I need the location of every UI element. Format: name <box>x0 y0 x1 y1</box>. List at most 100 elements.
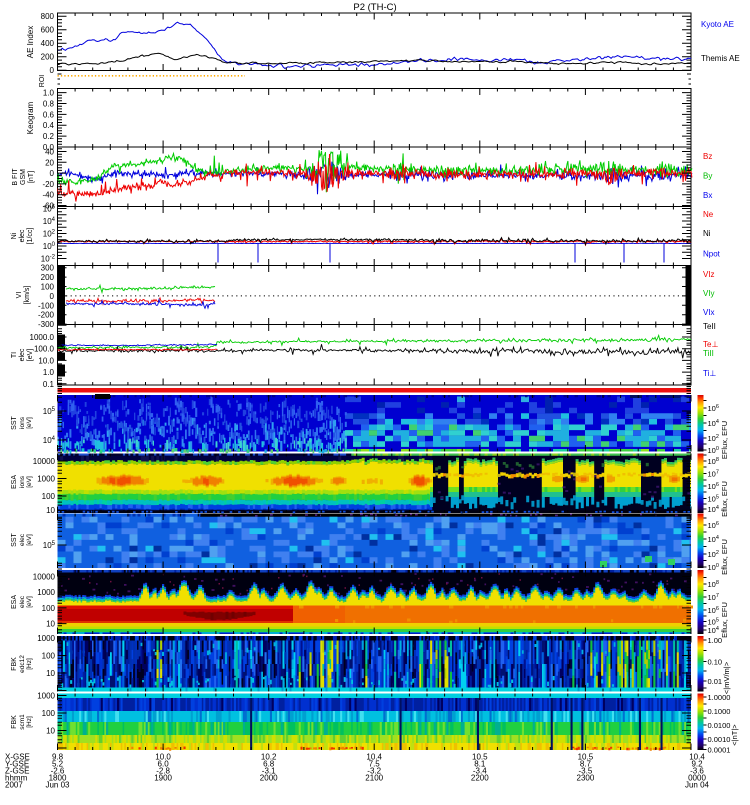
svg-text:Jun 03: Jun 03 <box>45 781 70 790</box>
svg-text:-40: -40 <box>42 191 54 200</box>
svg-text:-3.5: -3.5 <box>579 767 593 776</box>
svg-text:0.1: 0.1 <box>43 380 55 389</box>
svg-text:400: 400 <box>41 39 55 48</box>
svg-text:104: 104 <box>43 217 56 226</box>
svg-text:Kyoto AE: Kyoto AE <box>701 20 734 29</box>
svg-text:Bz: Bz <box>703 152 712 161</box>
svg-text:102: 102 <box>43 230 56 239</box>
svg-text:6.8: 6.8 <box>263 760 275 769</box>
svg-text:-2.6: -2.6 <box>51 767 65 776</box>
svg-text:-3.2: -3.2 <box>367 767 381 776</box>
svg-text:-3.6: -3.6 <box>690 767 704 776</box>
svg-text:-2.8: -2.8 <box>156 767 170 776</box>
svg-text:108: 108 <box>708 580 719 589</box>
svg-text:200: 200 <box>41 53 55 62</box>
svg-text:800: 800 <box>41 12 55 21</box>
svg-text:108: 108 <box>708 457 719 466</box>
svg-text:106: 106 <box>43 205 56 214</box>
svg-text:0: 0 <box>50 66 55 75</box>
svg-text:[eV]: [eV] <box>26 534 33 546</box>
svg-text:[eV]: [eV] <box>26 417 33 429</box>
svg-text:-3.1: -3.1 <box>262 767 276 776</box>
svg-text:<|mV/m|>: <|mV/m|> <box>722 661 731 694</box>
svg-text:VIx: VIx <box>703 308 715 317</box>
svg-text:104: 104 <box>708 419 719 428</box>
svg-text:-100: -100 <box>38 301 55 310</box>
svg-text:ROI: ROI <box>39 75 46 88</box>
svg-text:Keogram: Keogram <box>26 101 35 134</box>
svg-text:Eflux, EFU: Eflux, EFU <box>720 481 729 517</box>
svg-text:10: 10 <box>46 669 55 678</box>
svg-text:100: 100 <box>43 242 56 251</box>
svg-text:Themis AE: Themis AE <box>701 54 740 63</box>
svg-text:TiII: TiII <box>703 349 714 358</box>
svg-text:0: 0 <box>50 169 55 178</box>
svg-text:104: 104 <box>708 505 719 514</box>
svg-text:0.4: 0.4 <box>43 121 55 130</box>
svg-text:10000: 10000 <box>33 457 56 466</box>
svg-text:GSM: GSM <box>20 169 27 185</box>
svg-text:[Hz]: [Hz] <box>26 658 33 670</box>
svg-text:0.0010: 0.0010 <box>708 735 731 744</box>
svg-text:10-2: 10-2 <box>41 255 56 264</box>
svg-text:[eV]: [eV] <box>26 476 33 488</box>
svg-text:105: 105 <box>43 407 56 416</box>
svg-text:elec: elec <box>19 348 26 361</box>
svg-text:0.8: 0.8 <box>43 100 55 109</box>
svg-text:VIz: VIz <box>703 270 715 279</box>
svg-text:[eV]: [eV] <box>26 596 33 608</box>
svg-text:0.10: 0.10 <box>708 658 723 667</box>
svg-text:TI: TI <box>11 352 18 358</box>
svg-text:scm1: scm1 <box>19 714 26 730</box>
svg-text:105: 105 <box>708 618 719 627</box>
svg-text:2200: 2200 <box>471 774 489 783</box>
svg-text:10: 10 <box>46 727 55 736</box>
svg-text:edc12: edc12 <box>19 655 26 673</box>
svg-text:10.5: 10.5 <box>472 753 488 762</box>
svg-text:40: 40 <box>45 148 54 157</box>
svg-text:AE Index: AE Index <box>26 26 35 58</box>
svg-text:10.0: 10.0 <box>38 356 54 365</box>
svg-text:106: 106 <box>708 404 719 413</box>
svg-text:200: 200 <box>41 273 55 282</box>
svg-text:VIy: VIy <box>703 289 715 298</box>
svg-text:-60: -60 <box>42 202 54 211</box>
svg-text:105: 105 <box>708 495 719 504</box>
svg-text:106: 106 <box>708 521 719 530</box>
svg-text:105: 105 <box>43 541 56 550</box>
svg-text:10.4: 10.4 <box>366 753 382 762</box>
svg-text:300: 300 <box>41 264 55 273</box>
svg-text:10: 10 <box>46 506 55 515</box>
svg-text:9.2: 9.2 <box>691 760 703 769</box>
svg-text:100: 100 <box>42 709 56 718</box>
svg-text:elec: elec <box>19 229 26 242</box>
svg-text:0000: 0000 <box>688 774 706 783</box>
svg-text:B FIT: B FIT <box>12 168 19 186</box>
svg-text:1000: 1000 <box>37 475 55 484</box>
svg-text:0: 0 <box>50 292 55 301</box>
svg-text:2300: 2300 <box>577 774 595 783</box>
svg-text:Ti⊥: Ti⊥ <box>703 369 716 378</box>
svg-text:102: 102 <box>708 550 719 559</box>
svg-text:5.2: 5.2 <box>52 760 64 769</box>
svg-text:10.2: 10.2 <box>261 753 277 762</box>
svg-text:P2 (TH-C): P2 (TH-C) <box>353 2 396 13</box>
svg-text:Ni: Ni <box>11 232 18 239</box>
svg-text:Ni: Ni <box>703 229 711 238</box>
svg-text:ESA: ESA <box>11 595 18 609</box>
svg-text:[eV]: [eV] <box>27 349 34 362</box>
svg-text:106: 106 <box>708 606 719 615</box>
svg-text:8.1: 8.1 <box>474 760 486 769</box>
svg-text:104: 104 <box>708 626 719 635</box>
svg-text:1800: 1800 <box>49 774 67 783</box>
svg-text:ESA: ESA <box>11 475 18 489</box>
svg-text:0.6: 0.6 <box>43 110 55 119</box>
svg-text:1000: 1000 <box>37 634 55 643</box>
svg-text:9.8: 9.8 <box>52 753 64 762</box>
svg-text:0.0: 0.0 <box>43 143 55 152</box>
svg-text:107: 107 <box>708 470 719 479</box>
svg-text:Z-GSE: Z-GSE <box>5 767 29 776</box>
svg-text:1000: 1000 <box>37 588 55 597</box>
svg-text:10.0: 10.0 <box>155 753 171 762</box>
svg-text:2100: 2100 <box>365 774 383 783</box>
